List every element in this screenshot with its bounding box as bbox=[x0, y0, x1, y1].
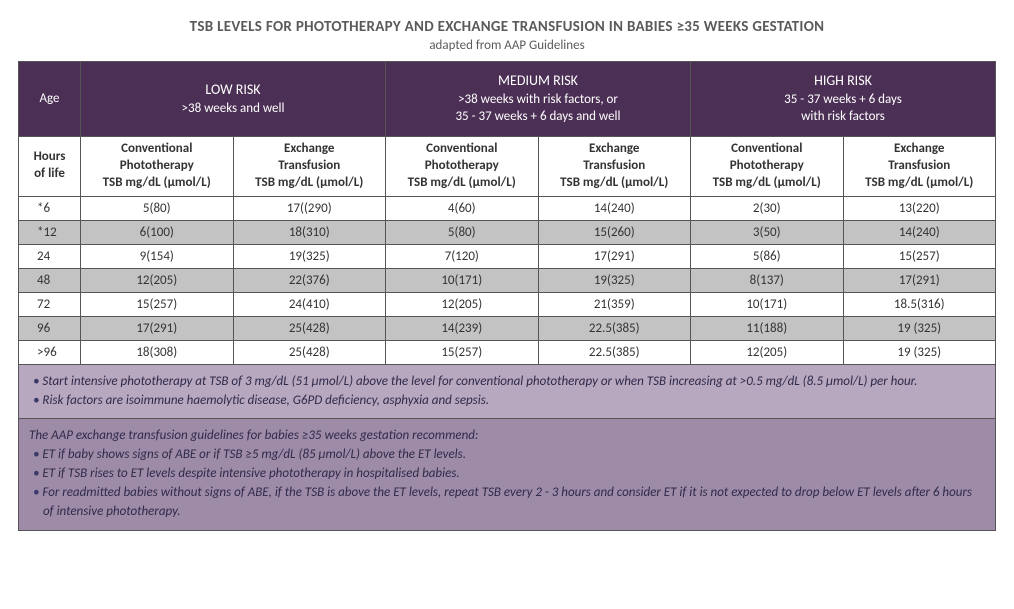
age-header: Age bbox=[19, 62, 81, 137]
table-row: *6 5(80) 17((290) 4(60) 14(240) 2(30) 13… bbox=[19, 196, 996, 220]
hours-header: Hours of life bbox=[19, 136, 81, 196]
table-body: *6 5(80) 17((290) 4(60) 14(240) 2(30) 13… bbox=[19, 196, 996, 530]
tsb-table: Age LOW RISK >38 weeks and well MEDIUM R… bbox=[18, 61, 996, 531]
notes-row-a: Start intensive phototherapy at TSB of 3… bbox=[19, 364, 996, 419]
title-block: TSB LEVELS FOR PHOTOTHERAPY AND EXCHANGE… bbox=[18, 18, 996, 53]
col-high-exch: Exchange Transfusion TSB mg/dL (µmol/L) bbox=[843, 136, 996, 196]
notes-a: Start intensive phototherapy at TSB of 3… bbox=[19, 364, 996, 419]
col-med-conv: Conventional Phototherapy TSB mg/dL (µmo… bbox=[386, 136, 539, 196]
table-row: >96 18(308) 25(428) 15(257) 22.5(385) 12… bbox=[19, 340, 996, 364]
table-row: 96 17(291) 25(428) 14(239) 22.5(385) 11(… bbox=[19, 316, 996, 340]
subtitle: adapted from AAP Guidelines bbox=[18, 38, 996, 53]
table-row: *12 6(100) 18(310) 5(80) 15(260) 3(50) 1… bbox=[19, 220, 996, 244]
risk-header-low: LOW RISK >38 weeks and well bbox=[81, 62, 386, 137]
table-row: 24 9(154) 19(325) 7(120) 17(291) 5(86) 1… bbox=[19, 244, 996, 268]
table-row: 48 12(205) 22(376) 10(171) 19(325) 8(137… bbox=[19, 268, 996, 292]
risk-header-medium: MEDIUM RISK >38 weeks with risk factors,… bbox=[386, 62, 691, 137]
main-title: TSB LEVELS FOR PHOTOTHERAPY AND EXCHANGE… bbox=[18, 18, 996, 36]
col-low-exch: Exchange Transfusion TSB mg/dL (µmol/L) bbox=[233, 136, 386, 196]
notes-b: The AAP exchange transfusion guidelines … bbox=[19, 419, 996, 530]
notes-row-b: The AAP exchange transfusion guidelines … bbox=[19, 419, 996, 530]
col-high-conv: Conventional Phototherapy TSB mg/dL (µmo… bbox=[691, 136, 844, 196]
table-row: 72 15(257) 24(410) 12(205) 21(359) 10(17… bbox=[19, 292, 996, 316]
col-low-conv: Conventional Phototherapy TSB mg/dL (µmo… bbox=[81, 136, 234, 196]
risk-header-high: HIGH RISK 35 - 37 weeks + 6 days with ri… bbox=[691, 62, 996, 137]
col-med-exch: Exchange Transfusion TSB mg/dL (µmol/L) bbox=[538, 136, 691, 196]
